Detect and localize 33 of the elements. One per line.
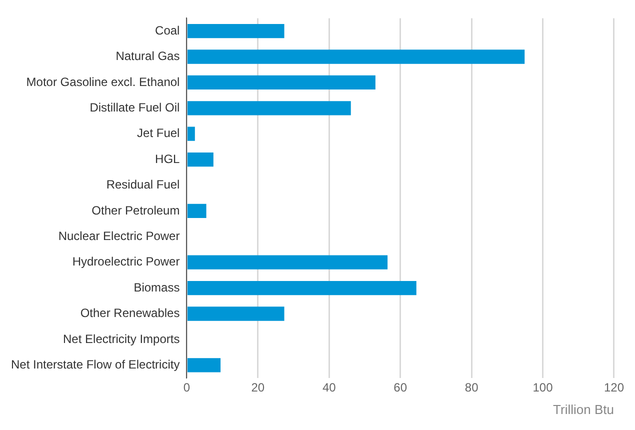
y-tick-label: Motor Gasoline excl. Ethanol (26, 74, 180, 89)
bar (187, 50, 525, 64)
bar (187, 126, 195, 141)
x-tick-label: 100 (532, 380, 554, 395)
y-tick-label: Other Petroleum (92, 203, 180, 218)
y-tick-label: Other Renewables (80, 306, 180, 320)
bar (187, 204, 206, 218)
bar (187, 101, 351, 116)
x-tick-label: 20 (251, 380, 265, 395)
bar (187, 75, 376, 90)
y-tick-label: Biomass (134, 280, 180, 294)
x-tick-label: 120 (604, 380, 624, 395)
y-tick-label: Coal (155, 23, 180, 38)
bar (187, 280, 416, 296)
x-tick-label: 80 (464, 380, 479, 395)
y-tick-label: Distillate Fuel Oil (90, 100, 180, 114)
x-tick-label: 0 (183, 380, 190, 395)
y-tick-label: Natural Gas (116, 49, 180, 64)
x-tick-label: 60 (394, 380, 408, 395)
y-tick-label: Hydroelectric Power (72, 254, 180, 269)
bar (187, 152, 214, 167)
bar (187, 24, 284, 38)
x-tick-label: 40 (322, 380, 336, 395)
bar (187, 358, 221, 372)
bar (187, 255, 388, 270)
y-tick-label: Jet Fuel (137, 126, 180, 140)
x-axis-title: Trillion Btu (553, 402, 614, 417)
bar (187, 306, 284, 321)
y-tick-label: Residual Fuel (106, 178, 180, 192)
y-tick-label: Net Electricity Imports (63, 332, 180, 346)
y-tick-label: Net Interstate Flow of Electricity (10, 357, 180, 372)
y-tick-label: Nuclear Electric Power (58, 228, 180, 243)
y-tick-label: HGL (155, 152, 180, 166)
